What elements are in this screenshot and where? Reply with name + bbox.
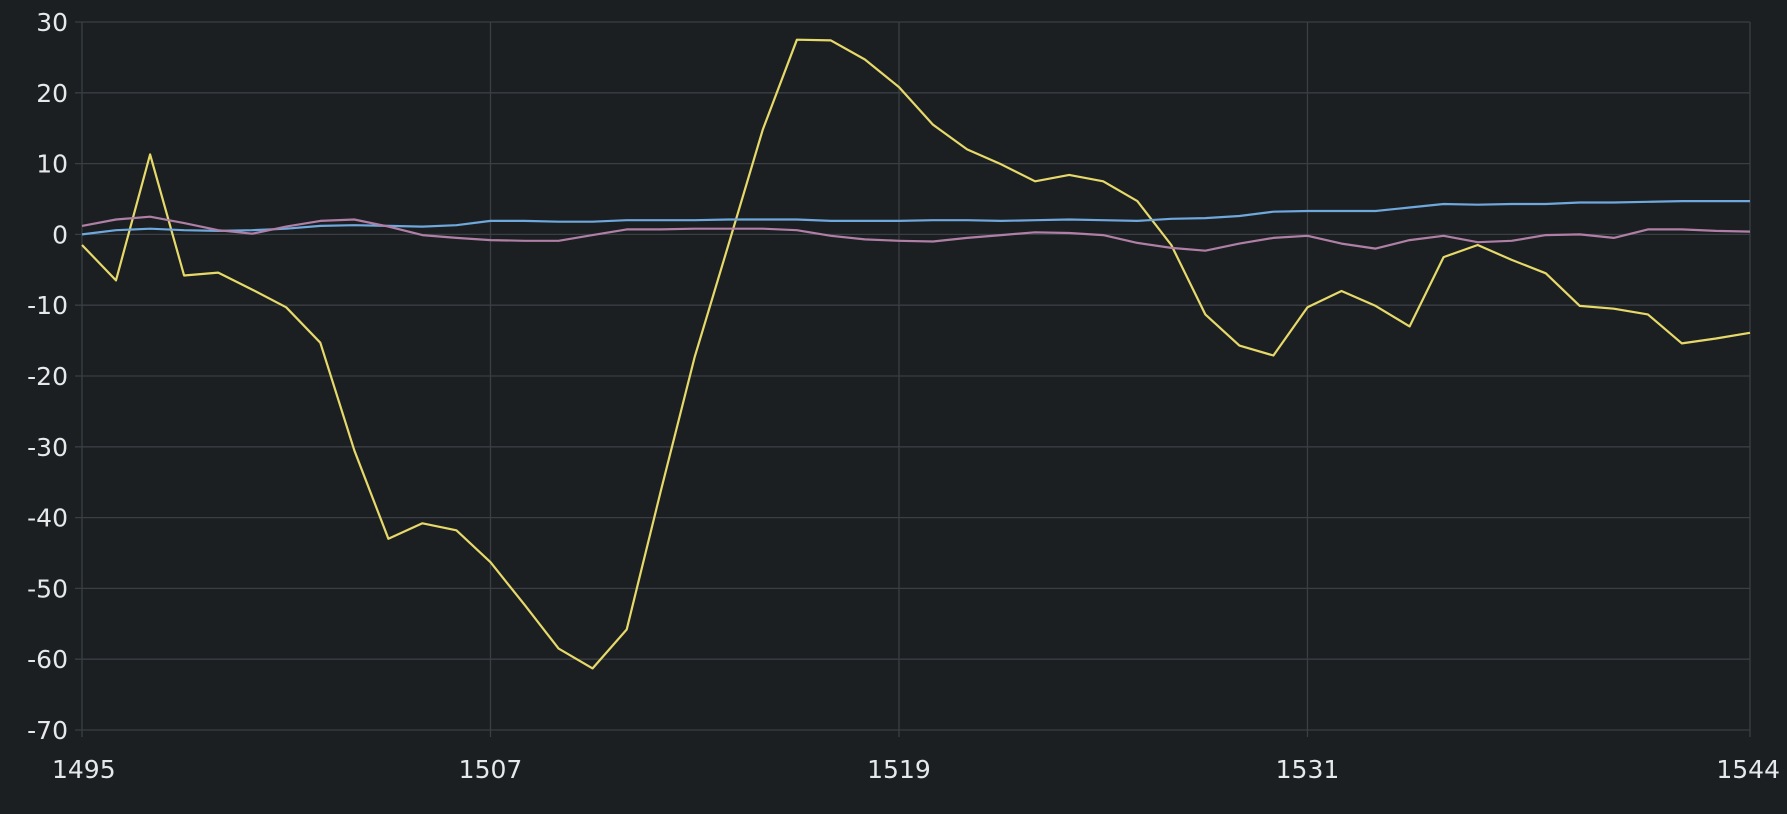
y-tick-label: -10 bbox=[27, 291, 68, 320]
x-tick-label: 1519 bbox=[867, 755, 931, 784]
y-tick-label: -70 bbox=[27, 716, 68, 745]
y-tick-label: -50 bbox=[27, 574, 68, 603]
x-tick-label: 1495 bbox=[52, 755, 116, 784]
x-tick-label: 1544 bbox=[1716, 755, 1780, 784]
y-tick-label: -40 bbox=[27, 504, 68, 533]
y-tick-label: 10 bbox=[36, 150, 68, 179]
y-tick-label: 30 bbox=[36, 8, 68, 37]
tick-labels: 30 20 10 0 -10 -20 -30 -40 -50 -60 -70 1495 1507 1519… bbox=[27, 8, 1780, 784]
series-line-2 bbox=[81, 200, 1750, 236]
series-group bbox=[81, 38, 1751, 670]
x-tick-label: 1531 bbox=[1276, 755, 1340, 784]
series-line-1 bbox=[81, 38, 1751, 670]
y-tick-label: -20 bbox=[27, 362, 68, 391]
y-tick-label: 20 bbox=[36, 79, 68, 108]
x-tick-label: 1507 bbox=[459, 755, 523, 784]
series-line-3 bbox=[81, 215, 1751, 252]
y-tick-label: -60 bbox=[27, 645, 68, 674]
y-tick-label: -30 bbox=[27, 433, 68, 462]
y-tick-label: 0 bbox=[52, 220, 68, 249]
grid bbox=[75, 21, 1751, 737]
